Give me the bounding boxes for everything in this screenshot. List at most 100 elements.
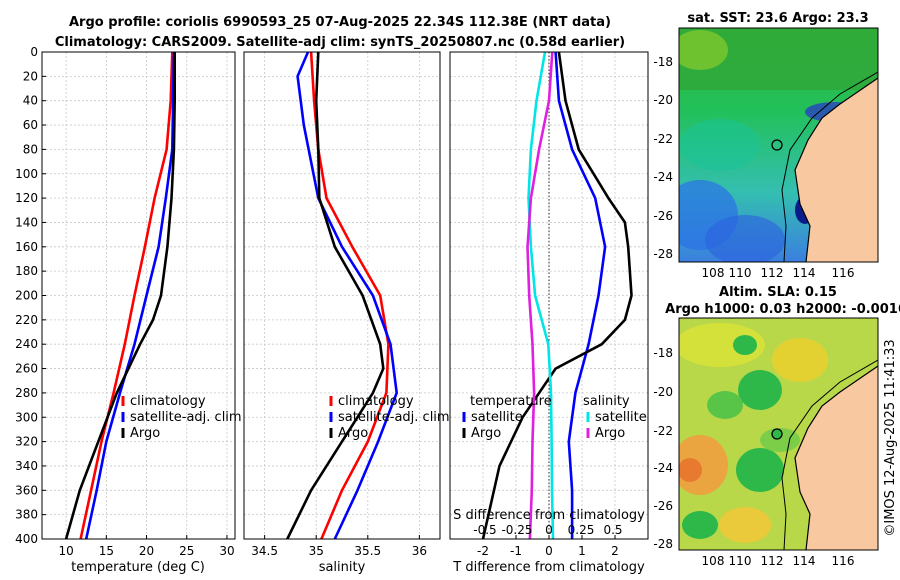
lon-tick: 114 bbox=[793, 266, 816, 280]
sst-map: sat. SST: 23.6 Argo: 23.3 -18 -20 -22 -2… bbox=[653, 11, 879, 280]
s-diff-ticks: -0.5 -0.25 0 0.25 0.5 bbox=[473, 523, 622, 537]
y-tick-label: 300 bbox=[15, 410, 38, 424]
s-difference-label: S difference from climatology bbox=[453, 508, 645, 523]
lon-tick: 108 bbox=[702, 554, 725, 568]
x-tick-label: 35.5 bbox=[354, 544, 381, 558]
legend-t-argo: Argo bbox=[471, 426, 501, 441]
s-tick: -0.25 bbox=[501, 523, 532, 537]
legend-satellite-clim: satellite-adj. clim bbox=[130, 410, 242, 425]
lat-tick: -18 bbox=[653, 55, 673, 69]
y-tick-label: 180 bbox=[15, 264, 38, 278]
argo-position-marker bbox=[771, 139, 783, 151]
figure-title-line1: Argo profile: coriolis 6990593_25 07-Aug… bbox=[69, 15, 611, 30]
lat-tick: -20 bbox=[653, 385, 673, 399]
y-tick-label: 400 bbox=[15, 532, 38, 546]
lat-tick: -28 bbox=[653, 247, 673, 261]
y-tick-label: 200 bbox=[15, 289, 38, 303]
temperature-xlabel: temperature (deg C) bbox=[71, 560, 205, 575]
legend-title-salinity: salinity bbox=[583, 394, 630, 409]
x-tick-label: 10 bbox=[58, 544, 73, 558]
lon-tick: 112 bbox=[761, 554, 784, 568]
series-satellite-adj-clim bbox=[84, 51, 176, 540]
series-s-satellite bbox=[527, 51, 555, 540]
y-tick-label: 240 bbox=[15, 337, 38, 351]
sst-map-title: sat. SST: 23.6 Argo: 23.3 bbox=[687, 11, 868, 26]
series-t-argo bbox=[481, 51, 633, 540]
lat-tick: -26 bbox=[653, 499, 673, 513]
x-tick-label: 15 bbox=[99, 544, 114, 558]
y-tick-label: 360 bbox=[15, 483, 38, 497]
y-tick-label: 380 bbox=[15, 508, 38, 522]
series-argo bbox=[286, 51, 385, 540]
salinity-panel: 34.5 35 35.5 36 salinity climatology satell… bbox=[243, 51, 450, 575]
x-tick-label: 25 bbox=[179, 544, 194, 558]
series-satellite-adj-clim bbox=[296, 51, 399, 540]
s-tick: 0 bbox=[545, 523, 553, 537]
figure-title-line2: Climatology: CARS2009. Satellite-adj cli… bbox=[55, 35, 625, 50]
lat-tick: -28 bbox=[653, 537, 673, 551]
series-argo bbox=[64, 52, 176, 540]
y-tick-label: 260 bbox=[15, 362, 38, 376]
sla-map-title2: Argo h1000: 0.03 h2000: -0.0016 bbox=[665, 302, 900, 317]
y-tick-label: 20 bbox=[23, 69, 38, 83]
y-tick-label: 140 bbox=[15, 215, 38, 229]
temperature-panel: 0 20 40 60 80 100 120 140 160 180 200 220 240 260 280 3… bbox=[15, 45, 242, 575]
y-tick-label: 280 bbox=[15, 386, 38, 400]
y-tick-label: 340 bbox=[15, 459, 38, 473]
lon-tick: 116 bbox=[832, 266, 855, 280]
lat-tick: -22 bbox=[653, 132, 673, 146]
y-tick-label: 220 bbox=[15, 313, 38, 327]
y-tick-label: 160 bbox=[15, 240, 38, 254]
lat-tick: -24 bbox=[653, 170, 673, 184]
s-tick: -0.5 bbox=[473, 523, 496, 537]
difference-xlabel: T difference from climatology bbox=[452, 560, 645, 575]
legend-argo: Argo bbox=[130, 426, 160, 441]
argo-position-marker bbox=[771, 428, 783, 440]
sla-map-title1: Altim. SLA: 0.15 bbox=[719, 285, 837, 300]
lat-tick: -18 bbox=[653, 346, 673, 360]
difference-legend: temperature salinity satellite Argo sate… bbox=[462, 394, 647, 441]
x-tick-label: 20 bbox=[139, 544, 154, 558]
s-tick: 0.25 bbox=[568, 523, 595, 537]
y-tick-label: 60 bbox=[23, 118, 38, 132]
legend-satellite-clim: satellite-adj. clim bbox=[338, 410, 450, 425]
lon-tick: 116 bbox=[832, 554, 855, 568]
temperature-legend: climatology satellite-adj. clim Argo bbox=[121, 394, 242, 441]
lat-tick: -26 bbox=[653, 209, 673, 223]
legend-s-argo: Argo bbox=[595, 426, 625, 441]
y-tick-label: 0 bbox=[30, 45, 38, 59]
x-tick-label: 36 bbox=[412, 544, 427, 558]
legend-t-satellite: satellite bbox=[471, 410, 523, 425]
series-s-argo bbox=[526, 51, 554, 540]
lon-tick: 110 bbox=[729, 554, 752, 568]
x-tick-label: 2 bbox=[611, 544, 619, 558]
legend-climatology: climatology bbox=[130, 394, 206, 409]
x-tick-label: 30 bbox=[219, 544, 234, 558]
x-tick-label: 0 bbox=[545, 544, 553, 558]
y-tick-label: 100 bbox=[15, 167, 38, 181]
y-tick-label: 120 bbox=[15, 191, 38, 205]
lat-tick: -20 bbox=[653, 93, 673, 107]
x-tick-label: -2 bbox=[477, 544, 489, 558]
x-tick-label: -1 bbox=[510, 544, 522, 558]
difference-panel: -2 -1 0 1 2 T difference from climatology S … bbox=[449, 51, 649, 575]
lon-tick: 112 bbox=[761, 266, 784, 280]
land bbox=[795, 78, 878, 262]
x-tick-label: 1 bbox=[578, 544, 586, 558]
series-t-satellite bbox=[554, 51, 607, 539]
legend-title-temperature: temperature bbox=[470, 394, 552, 409]
credit-stamp: ©IMOS 12-Aug-2025 11:41:33 bbox=[883, 339, 898, 536]
x-tick-label: 35 bbox=[309, 544, 324, 558]
lon-tick: 114 bbox=[793, 554, 816, 568]
series-climatology bbox=[79, 51, 174, 540]
legend-climatology: climatology bbox=[338, 394, 414, 409]
legend-argo: Argo bbox=[338, 426, 368, 441]
lat-tick: -24 bbox=[653, 461, 673, 475]
x-tick-label: 34.5 bbox=[251, 544, 278, 558]
s-tick: 0.5 bbox=[603, 523, 622, 537]
y-tick-label: 320 bbox=[15, 435, 38, 449]
lat-tick: -22 bbox=[653, 424, 673, 438]
lon-tick: 108 bbox=[702, 266, 725, 280]
legend-s-satellite: satellite bbox=[595, 410, 647, 425]
